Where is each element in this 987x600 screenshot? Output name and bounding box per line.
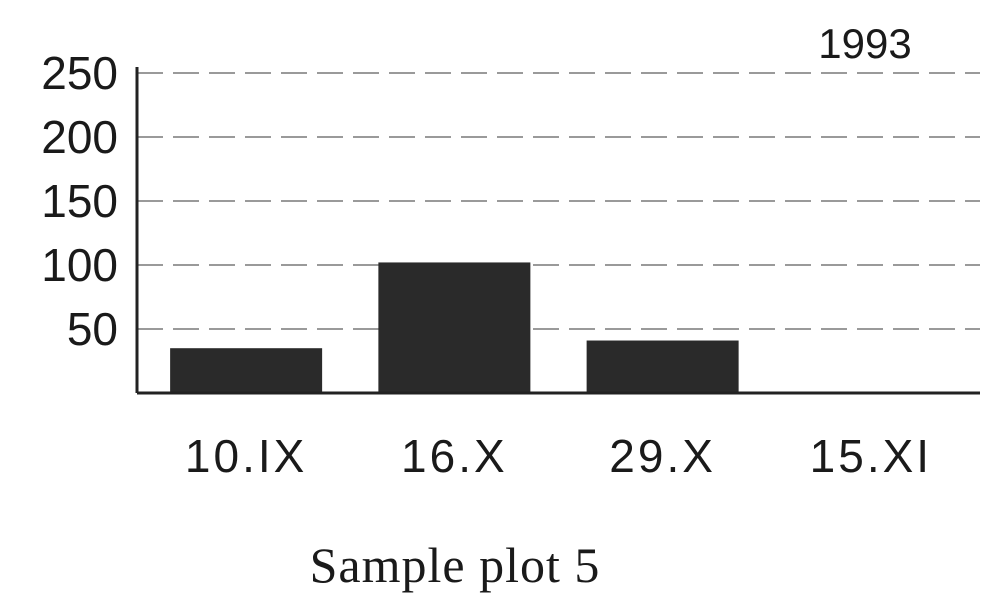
axes	[135, 67, 980, 395]
chart-caption: Sample plot 5	[310, 537, 601, 593]
bar-29-x	[586, 340, 739, 393]
x-tick-label: 29.X	[609, 430, 716, 482]
year-annotation: 1993	[818, 20, 911, 67]
gridlines	[137, 72, 980, 330]
bar-10-ix	[170, 348, 323, 393]
x-tick-label: 15.XI	[810, 430, 932, 482]
x-tick-label: 16.X	[401, 430, 508, 482]
x-tick-label: 10.IX	[185, 430, 307, 482]
y-tick-labels: 50 100 150 200 250	[41, 47, 118, 355]
y-tick-label: 150	[41, 175, 118, 227]
y-tick-label: 250	[41, 47, 118, 99]
y-tick-label: 200	[41, 111, 118, 163]
y-tick-label: 50	[67, 303, 118, 355]
x-tick-labels: 10.IX 16.X 29.X 15.XI	[185, 430, 932, 482]
bars	[170, 262, 739, 393]
y-tick-label: 100	[41, 239, 118, 291]
bar-16-x	[378, 262, 531, 393]
